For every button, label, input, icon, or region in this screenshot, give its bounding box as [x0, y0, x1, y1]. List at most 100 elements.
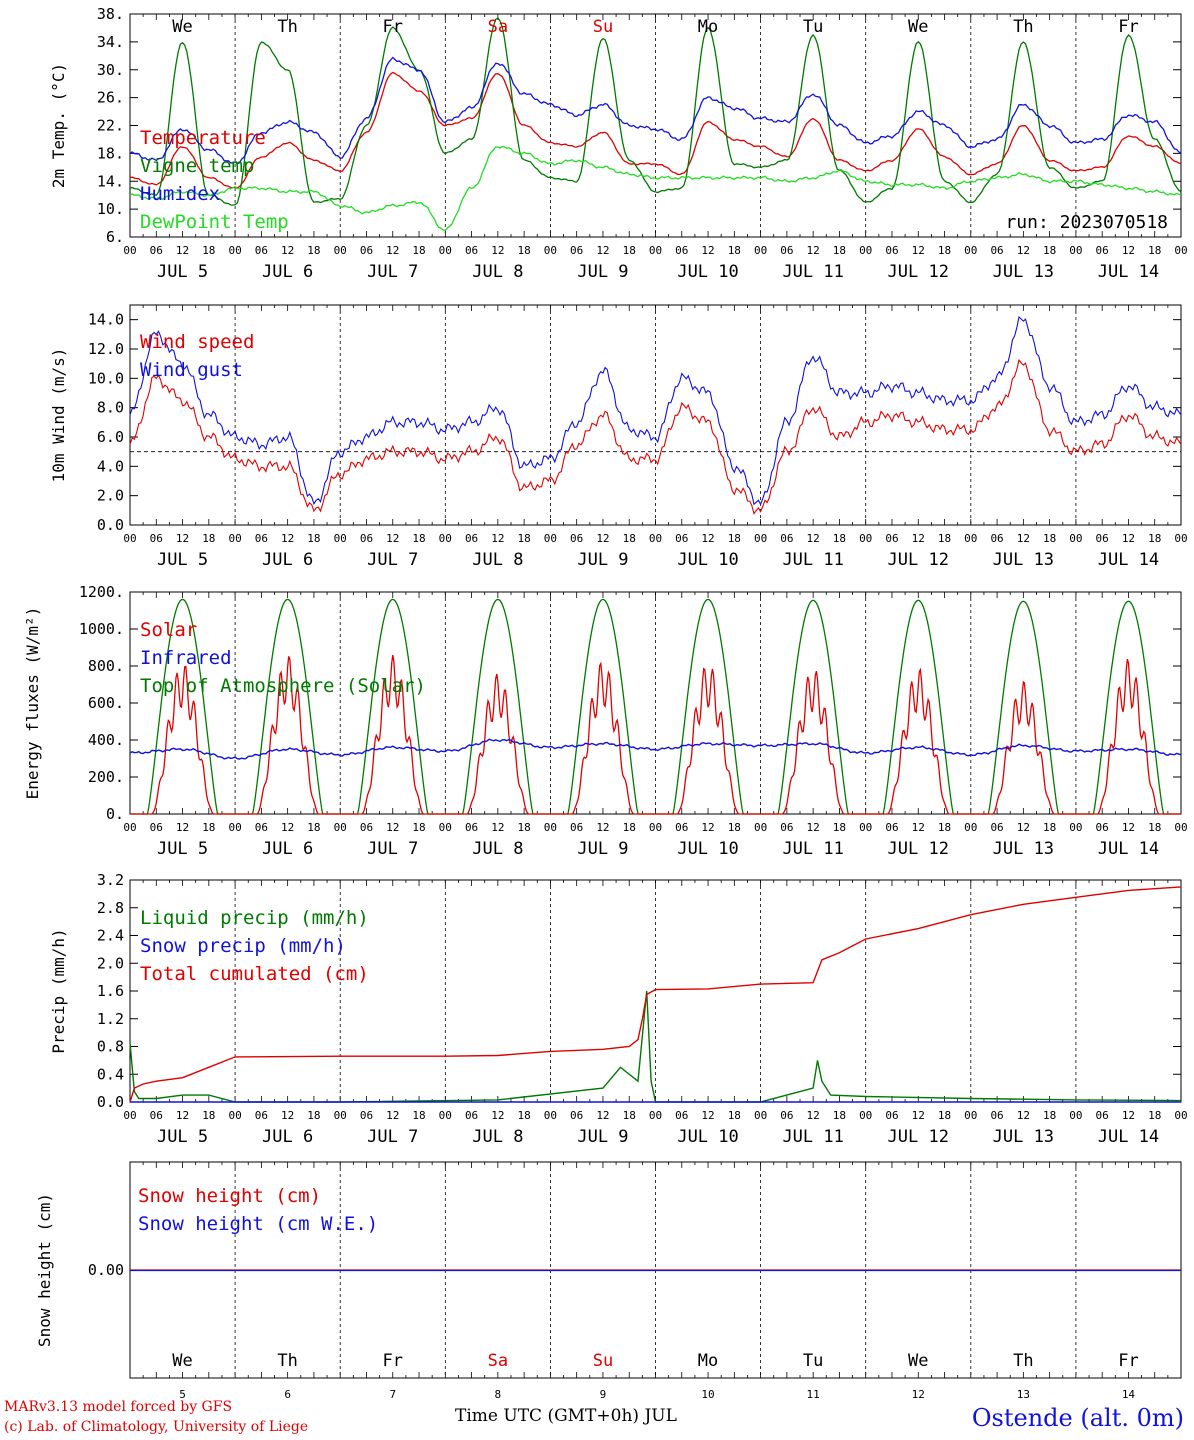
wind-date-label: JUL 10	[677, 550, 738, 570]
temp-hour-label: 06	[1096, 244, 1109, 257]
wind-hour-label: 00	[1069, 532, 1082, 545]
temp-hour-label: 06	[255, 244, 268, 257]
temp-date-label: JUL 10	[677, 262, 738, 282]
bottom-day-number: 12	[912, 1388, 925, 1401]
precip-hour-label: 12	[491, 1109, 504, 1122]
wind-hour-label: 12	[912, 532, 925, 545]
station-label: Ostende (alt. 0m)	[971, 1404, 1184, 1432]
energy-hour-label: 12	[1122, 821, 1135, 834]
wind-hour-label: 18	[1043, 532, 1056, 545]
temp-hour-label: 06	[675, 244, 688, 257]
temp-y-tick-label: 34.	[97, 33, 124, 51]
precip-hour-label: 18	[938, 1109, 951, 1122]
wind-y-tick-label: 4.0	[97, 457, 124, 475]
temp-hour-label: 06	[990, 244, 1003, 257]
precip-date-label: JUL 12	[888, 1127, 949, 1147]
energy-hour-label: 06	[1096, 821, 1109, 834]
temp-hour-label: 00	[1069, 244, 1082, 257]
temp-hour-label: 18	[518, 244, 531, 257]
temp-hour-label: 12	[1017, 244, 1030, 257]
wind-y-tick-label: 12.0	[88, 340, 124, 358]
precip-hour-label: 18	[623, 1109, 636, 1122]
temp-hour-label: 06	[150, 244, 163, 257]
energy-hour-label: 00	[334, 821, 347, 834]
energy-hour-label: 06	[570, 821, 583, 834]
bottom-day-number: 13	[1017, 1388, 1030, 1401]
precip-date-label: JUL 8	[472, 1127, 523, 1147]
temp-weekday-label: Fr	[383, 17, 403, 37]
temp-y-tick-label: 14.	[97, 172, 124, 190]
precip-y-axis-label: Precip (mm/h)	[49, 928, 68, 1053]
precip-y-tick-label: 2.0	[97, 954, 124, 972]
energy-date-label: JUL 13	[993, 839, 1054, 859]
precip-y-tick-label: 1.6	[97, 982, 124, 1000]
precip-y-tick-label: 3.2	[97, 871, 124, 889]
precip-legend-snow-precip-mm-h-: Snow precip (mm/h)	[140, 935, 346, 957]
temp-series-temperature	[129, 71, 1182, 189]
temp-y-tick-label: 38.	[97, 5, 124, 23]
precip-date-label: JUL 9	[577, 1127, 628, 1147]
energy-y-tick-label: 200.	[88, 768, 124, 786]
precip-hour-label: 06	[780, 1109, 793, 1122]
precip-hour-label: 12	[807, 1109, 820, 1122]
precip-hour-label: 18	[202, 1109, 215, 1122]
energy-y-tick-label: 1000.	[79, 620, 124, 638]
precip-hour-label: 18	[728, 1109, 741, 1122]
wind-hour-label: 06	[885, 532, 898, 545]
temp-hour-label: 12	[281, 244, 294, 257]
wind-hour-label: 12	[1017, 532, 1030, 545]
wind-hour-label: 18	[938, 532, 951, 545]
precip-hour-label: 18	[1148, 1109, 1161, 1122]
wind-hour-label: 12	[386, 532, 399, 545]
energy-hour-label: 12	[386, 821, 399, 834]
temp-hour-label: 12	[807, 244, 820, 257]
wind-legend-wind-gust: Wind gust	[140, 359, 243, 381]
temp-y-tick-label: 30.	[97, 61, 124, 79]
energy-hour-label: 06	[885, 821, 898, 834]
temp-hour-label: 00	[1174, 244, 1187, 257]
energy-date-label: JUL 6	[262, 839, 313, 859]
precip-date-label: JUL 14	[1098, 1127, 1159, 1147]
temp-legend-humidex: Humidex	[140, 183, 220, 205]
precip-date-label: JUL 5	[157, 1127, 208, 1147]
precip-y-tick-label: 0.4	[97, 1065, 124, 1083]
wind-series-wind-gust	[129, 315, 1182, 506]
wind-legend-wind-speed: Wind speed	[140, 331, 254, 353]
temp-weekday-label: Th	[1013, 17, 1033, 37]
energy-hour-label: 06	[465, 821, 478, 834]
energy-hour-label: 12	[596, 821, 609, 834]
energy-hour-label: 18	[202, 821, 215, 834]
wind-y-tick-label: 14.0	[88, 311, 124, 329]
bottom-day-number: 14	[1122, 1388, 1136, 1401]
energy-hour-label: 00	[964, 821, 977, 834]
energy-hour-label: 18	[728, 821, 741, 834]
snow-weekday-label: Th	[1013, 1351, 1033, 1371]
temp-date-label: JUL 9	[577, 262, 628, 282]
temp-weekday-label: Tu	[803, 17, 823, 37]
temp-series-vigne-temp	[129, 17, 1182, 206]
temp-hour-label: 18	[728, 244, 741, 257]
temp-hour-label: 00	[228, 244, 241, 257]
energy-hour-label: 18	[623, 821, 636, 834]
snow-weekday-label: Mo	[698, 1351, 718, 1371]
snow-y-axis-label: Snow height (cm)	[35, 1193, 54, 1347]
temp-weekday-label: We	[172, 17, 192, 37]
bottom-day-number: 6	[284, 1388, 291, 1401]
wind-hour-label: 18	[307, 532, 320, 545]
wind-y-tick-label: 0.0	[97, 516, 124, 534]
bottom-day-number: 9	[600, 1388, 607, 1401]
wind-date-label: JUL 11	[782, 550, 843, 570]
temp-legend-vigne-temp: Vigne temp	[140, 155, 254, 177]
bottom-day-number: 8	[495, 1388, 502, 1401]
temp-hour-label: 06	[570, 244, 583, 257]
credit-line-2: (c) Lab. of Climatology, University of L…	[4, 1419, 309, 1435]
temp-date-label: JUL 7	[367, 262, 418, 282]
temp-date-label: JUL 6	[262, 262, 313, 282]
energy-hour-label: 06	[990, 821, 1003, 834]
precip-hour-label: 06	[255, 1109, 268, 1122]
precip-y-tick-label: 0.8	[97, 1038, 124, 1056]
wind-hour-label: 06	[780, 532, 793, 545]
snow-legend-cm: Snow height (cm)	[138, 1185, 321, 1207]
precip-hour-label: 12	[281, 1109, 294, 1122]
energy-hour-label: 00	[1174, 821, 1187, 834]
